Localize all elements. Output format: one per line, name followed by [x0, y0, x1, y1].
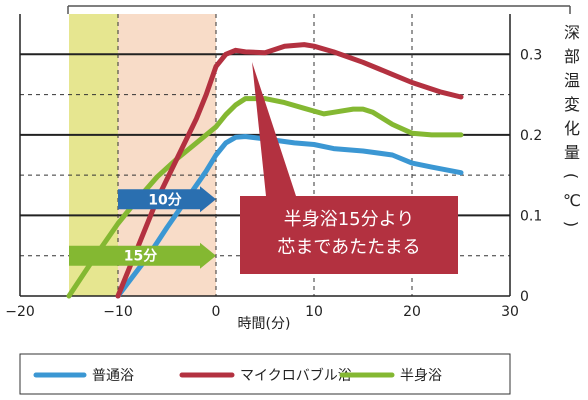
callout-line-1: 芯まであたたまる [277, 237, 420, 258]
arrow-label-0: 10分 [148, 192, 181, 208]
x-tick-label-4: 20 [403, 304, 421, 320]
legend-label-1: マイクロバブル浴 [240, 367, 352, 384]
y-tick-label-1: 0.1 [520, 208, 542, 224]
callout-box [240, 196, 458, 274]
legend-label-2: 半身浴 [400, 368, 442, 384]
arrow-1 [69, 242, 216, 269]
y-axis-title-char-5: 量 [564, 143, 580, 162]
y-tick-label-3: 0.3 [520, 47, 542, 63]
y-axis-title-char-1: 部 [564, 47, 580, 66]
x-tick-label-2: 0 [212, 304, 221, 320]
callout-line-0: 半身浴15分より [284, 209, 415, 230]
y-axis-title-char-4: 化 [564, 119, 580, 138]
x-tick-label-5: 30 [501, 304, 519, 320]
legend: 普通浴 マイクロバブル浴 半身浴 [19, 353, 511, 395]
x-tick-label-1: −10 [103, 304, 133, 320]
y-tick-label-2: 0.2 [520, 128, 542, 144]
duration-arrows: 10分 15分 [69, 186, 216, 269]
y-axis-title-char-3: 変 [564, 95, 580, 114]
series-line-1 [115, 42, 464, 299]
series-line-2 [66, 96, 464, 299]
legend-label-0: 普通浴 [92, 368, 134, 384]
y-axis-title-char-7: ℃ [563, 191, 581, 210]
arrow-0 [118, 186, 216, 213]
y-axis-title-char-0: 深 [564, 23, 580, 42]
y-axis-title-char-8: ) [562, 221, 581, 227]
arrow-label-1: 15分 [124, 249, 157, 265]
y-axis-title-char-6: ( [562, 173, 581, 179]
y-tick-label-0: 0 [520, 289, 529, 305]
x-tick-label-3: 10 [305, 304, 323, 320]
top-bracket [67, 5, 571, 14]
x-tick-label-0: −20 [5, 304, 35, 320]
y-axis-title-char-2: 温 [564, 71, 580, 90]
x-axis-title: 時間(分) [238, 316, 291, 332]
callout-pointer [252, 62, 296, 196]
legend-box [19, 353, 511, 395]
axes [19, 14, 511, 297]
